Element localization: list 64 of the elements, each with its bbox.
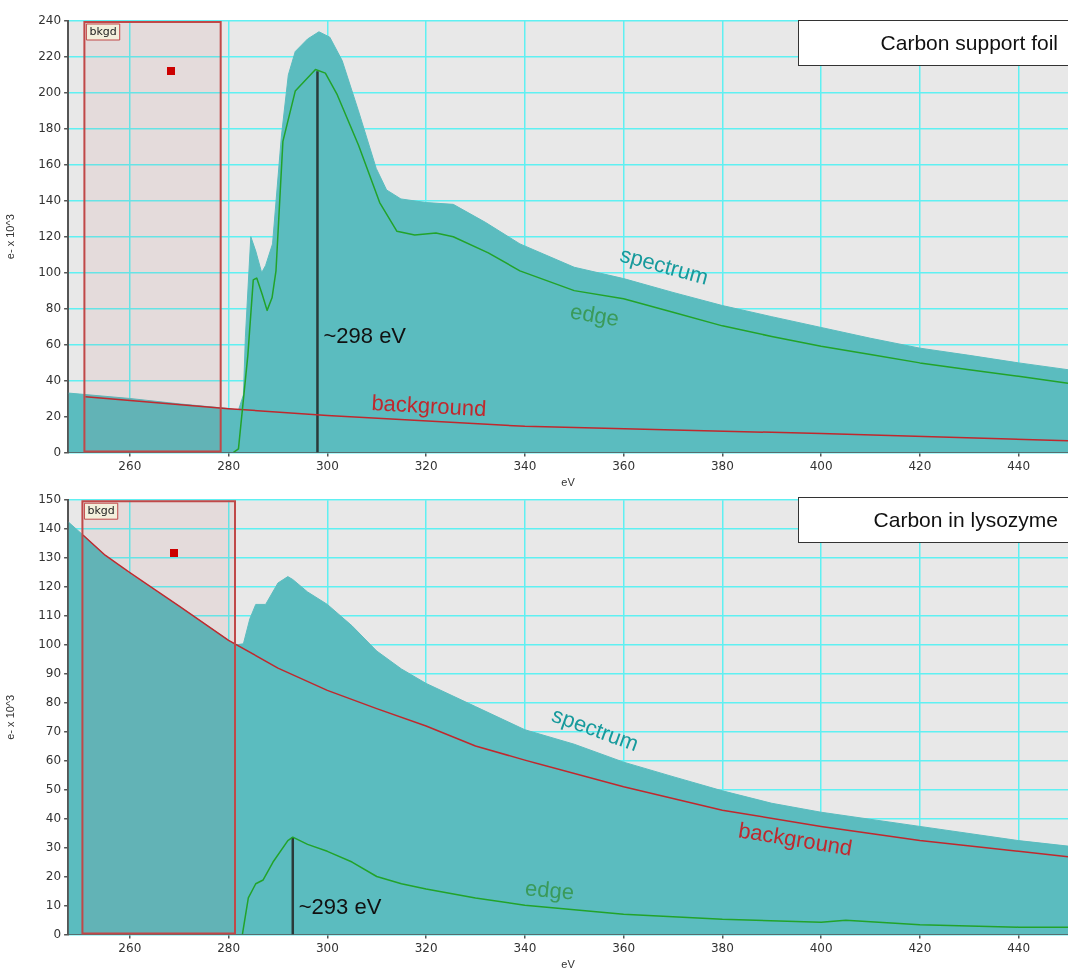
x-tick-label: 300 <box>315 940 339 955</box>
y-tick-label: 240 <box>38 13 62 28</box>
x-tick-label: 320 <box>414 458 438 473</box>
x-tick-label: 320 <box>414 940 438 955</box>
x-tick-label: 260 <box>118 940 142 955</box>
y-tick-label: 150 <box>38 492 62 507</box>
y-tick-label: 0 <box>53 444 62 459</box>
x-tick-label: 380 <box>710 940 734 955</box>
y-tick-label: 20 <box>45 868 62 883</box>
y-tick-label: 20 <box>45 408 62 423</box>
y-tick-label: 180 <box>38 120 62 135</box>
text: background <box>736 817 855 861</box>
band-label: bkgd <box>89 24 117 38</box>
x-tick-label: 300 <box>315 458 339 473</box>
y-tick-label: 60 <box>45 336 62 351</box>
x-tick-label: 280 <box>217 458 241 473</box>
x-tick-label: 260 <box>118 458 142 473</box>
x-tick-label: 360 <box>612 940 636 955</box>
x-tick-label: 380 <box>710 458 734 473</box>
y-tick-label: 80 <box>45 300 62 315</box>
y-tick-label: 50 <box>45 781 62 796</box>
x-tick-label: 420 <box>908 458 932 473</box>
y-tick-label: 160 <box>38 156 62 171</box>
y-tick-label: 10 <box>45 897 62 912</box>
y-tick-label: 110 <box>38 608 62 623</box>
x-tick-label: 360 <box>612 458 636 473</box>
x-tick-label: 420 <box>908 940 932 955</box>
y-tick-label: 0 <box>53 926 62 941</box>
x-axis-title: eV <box>561 958 576 971</box>
text: spectrum <box>617 241 712 290</box>
y-tick-label: 120 <box>38 579 62 594</box>
x-tick-label: 340 <box>513 458 537 473</box>
chart-title: Carbon in lysozyme <box>873 507 1058 533</box>
y-tick-label: 90 <box>45 666 62 681</box>
text: Carbon support foil <box>880 30 1058 56</box>
text: edge <box>568 298 621 332</box>
y-tick-label: 140 <box>38 521 62 536</box>
annotation: ~293 eV <box>298 894 382 920</box>
series-label: background <box>370 390 487 422</box>
y-tick-label: 80 <box>45 694 62 709</box>
y-tick-label: 100 <box>38 637 62 652</box>
y-tick-label: 40 <box>45 372 62 387</box>
annotation: ~298 eV <box>323 323 407 349</box>
y-tick-label: 130 <box>38 550 62 565</box>
y-tick-label: 60 <box>45 752 62 767</box>
y-tick-label: 40 <box>45 810 62 825</box>
y-tick-label: 30 <box>45 839 62 854</box>
y-tick-label: 100 <box>38 264 62 279</box>
y-tick-label: 220 <box>38 49 62 64</box>
y-axis-title: e- x 10^3 <box>3 694 16 740</box>
x-tick-label: 440 <box>1007 458 1031 473</box>
y-tick-label: 200 <box>38 85 62 100</box>
y-tick-label: 140 <box>38 192 62 207</box>
x-axis-title: eV <box>561 476 576 489</box>
x-tick-label: 340 <box>513 940 537 955</box>
band-label: bkgd <box>87 504 115 518</box>
y-tick-label: 120 <box>38 228 62 243</box>
text: edge <box>524 875 576 905</box>
x-tick-label: 440 <box>1007 940 1031 955</box>
y-axis-title: e- x 10^3 <box>3 214 16 260</box>
x-tick-label: 400 <box>809 940 833 955</box>
x-tick-label: 400 <box>809 458 833 473</box>
y-tick-label: 70 <box>45 723 62 738</box>
x-tick-label: 280 <box>217 940 241 955</box>
